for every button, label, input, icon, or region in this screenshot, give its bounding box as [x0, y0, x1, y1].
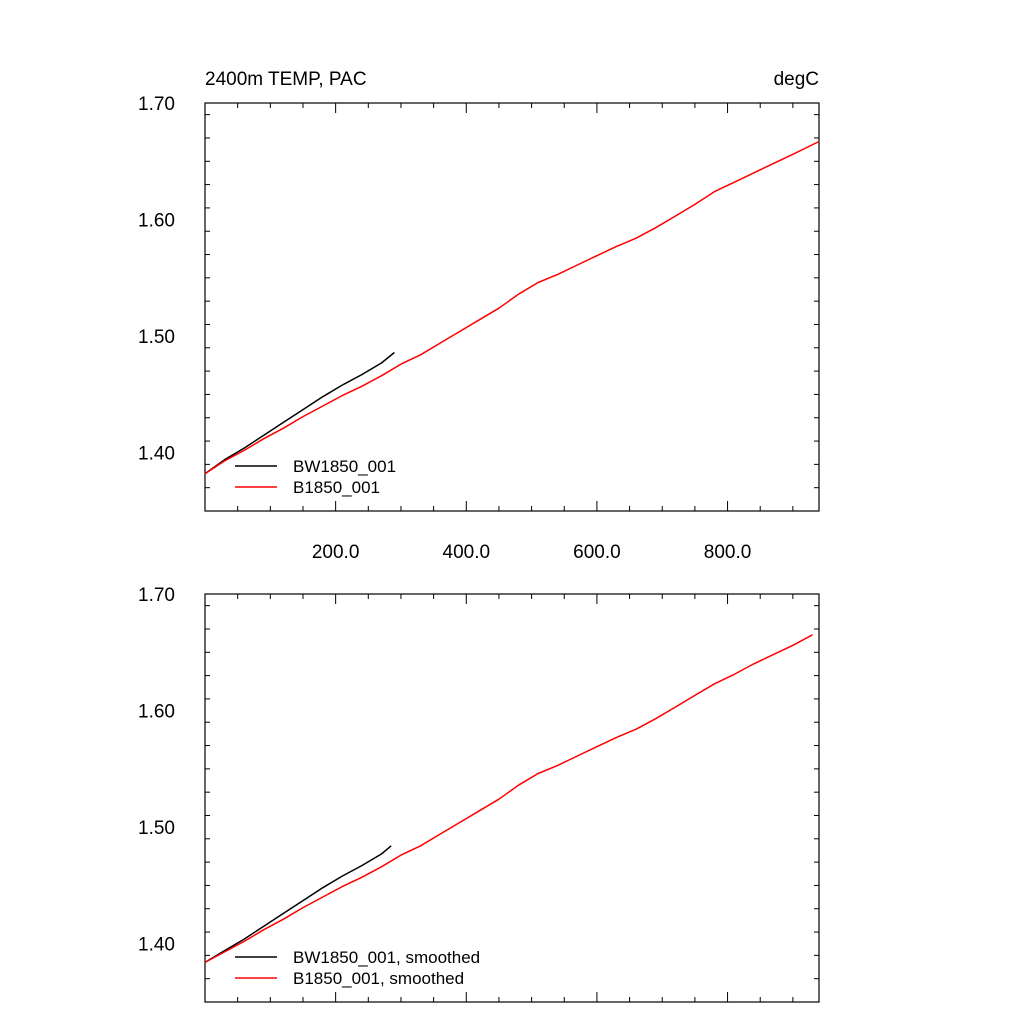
bottom-series-line-0: [204, 845, 392, 964]
top-y-tick-label: 1.70: [138, 94, 175, 115]
top-x-tick-label: 200.0: [312, 542, 360, 563]
bottom-series-line-1: [204, 634, 813, 964]
top-series-lines: [204, 140, 820, 475]
top-legend-label-0: BW1850_001: [293, 457, 396, 476]
top-series-line-0: [204, 351, 395, 475]
bottom-series-lines: [204, 634, 813, 964]
bottom-y-tick-label: 1.60: [138, 702, 175, 723]
top-y-tick-label: 1.50: [138, 327, 175, 348]
bottom-chart-panel: 1.40 1.50 1.60 1.70 BW1850_001, smoothed B18…: [138, 585, 820, 1003]
top-y-tick-label: 1.40: [138, 444, 175, 465]
top-x-tick-label: 800.0: [704, 542, 752, 563]
top-chart-units: degC: [774, 69, 819, 90]
bottom-legend: BW1850_001, smoothed B1850_001, smoothed: [235, 948, 480, 988]
bottom-legend-label-0: BW1850_001, smoothed: [293, 948, 480, 967]
top-chart-title: 2400m TEMP, PAC: [205, 69, 367, 90]
top-legend-label-1: B1850_001: [293, 478, 380, 497]
top-series-line-1: [204, 140, 820, 475]
bottom-axis-tick-labels: 1.40 1.50 1.60 1.70: [138, 585, 175, 956]
top-y-tick-label: 1.60: [138, 211, 175, 232]
bottom-plot-frame: [204, 593, 820, 1003]
top-axis-ticks: [205, 103, 819, 511]
bottom-y-tick-label: 1.70: [138, 585, 175, 606]
top-legend: BW1850_001 B1850_001: [235, 457, 396, 497]
top-x-tick-label: 400.0: [443, 542, 491, 563]
top-axis-tick-labels: 1.40 1.50 1.60 1.70 200.0 400.0 600.0 800.0: [138, 94, 751, 563]
bottom-axis-ticks: [205, 594, 819, 1002]
top-plot-frame: [204, 102, 820, 512]
bottom-legend-label-1: B1850_001, smoothed: [293, 969, 464, 988]
bottom-y-tick-label: 1.40: [138, 935, 175, 956]
top-chart-panel: 2400m TEMP, PAC degC 1.40 1.50 1.60 1.70 200…: [138, 69, 820, 563]
top-x-tick-label: 600.0: [573, 542, 621, 563]
bottom-y-tick-label: 1.50: [138, 818, 175, 839]
